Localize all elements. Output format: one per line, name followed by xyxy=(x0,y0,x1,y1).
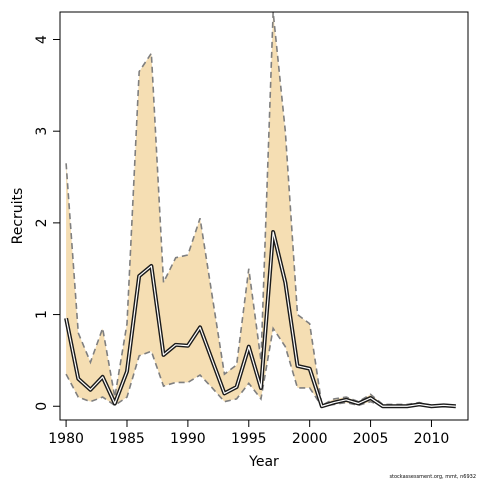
x-tick-label: 1985 xyxy=(109,431,145,447)
y-axis-title: Recruits xyxy=(10,188,26,245)
series-line-layer xyxy=(64,11,456,409)
y-tick-label: 1 xyxy=(34,310,50,319)
y-axis: 0 1 2 3 4 xyxy=(34,35,60,411)
x-tick-label: 2010 xyxy=(414,431,450,447)
y-tick-label: 3 xyxy=(34,127,50,136)
median-line xyxy=(65,231,456,407)
confidence-band-layer xyxy=(66,12,456,407)
y-tick-label: 4 xyxy=(34,35,50,44)
x-tick-label: 1980 xyxy=(48,431,84,447)
x-tick-label: 1995 xyxy=(231,431,267,447)
x-axis-title: Year xyxy=(248,454,279,470)
confidence-band xyxy=(66,12,456,407)
y-tick-label: 0 xyxy=(34,402,50,411)
x-tick-label: 2000 xyxy=(292,431,328,447)
x-tick-label: 2005 xyxy=(353,431,389,447)
x-tick-label: 1990 xyxy=(170,431,206,447)
median-line-outline xyxy=(64,230,456,409)
x-axis: 1980 1985 1990 1995 2000 2005 2010 xyxy=(48,420,449,447)
plot-frame xyxy=(59,11,469,421)
y-tick-label: 2 xyxy=(34,218,50,227)
source-footnote: stockassessment.org, mmt, n6932 xyxy=(389,474,476,480)
